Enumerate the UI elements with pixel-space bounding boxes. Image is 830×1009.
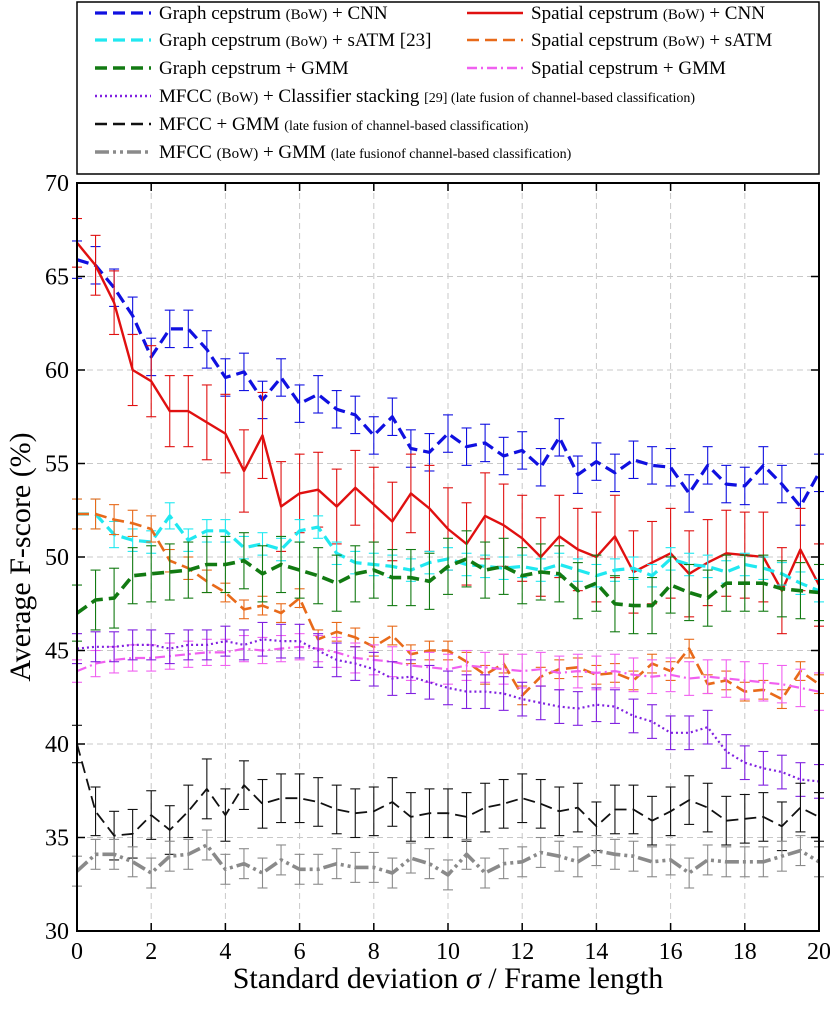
legend-item: Graph cepstrum (BoW) + CNN (95, 3, 388, 24)
legend-label: Graph cepstrum (BoW) + sATM [23] (159, 30, 431, 51)
x-tick-label: 20 (807, 939, 830, 965)
series-mfcc-gmm-late-fusion-of-channel-based-classification (72, 724, 824, 861)
series-line (76, 645, 820, 693)
legend-item: Spatial cepstrum (BoW) + sATM (467, 30, 772, 51)
x-tick-label: 2 (145, 939, 157, 965)
series-line (77, 512, 820, 701)
x-axis-title-suffix: / Frame length (481, 962, 663, 995)
series-mfcc-bow-gmm-late-fusionof-channel-based-classification (72, 829, 824, 891)
x-axis-title-prefix: Standard deviation (233, 962, 466, 995)
axis-ticks: 0 2 4 6 8 10 12 14 16 18 20 30 35 40 45 50 55 60 65 70 (45, 171, 830, 965)
y-tick-label: 60 (45, 358, 69, 384)
series-layer (72, 217, 824, 891)
x-axis-title: Standard deviation σ / Frame length (233, 962, 664, 995)
series-line (75, 557, 820, 615)
y-tick-label: 35 (45, 826, 69, 852)
series-line (76, 242, 821, 592)
x-tick-label: 4 (219, 939, 231, 965)
legend-item: MFCC (BoW) + GMM (late fusionof channel-… (95, 142, 572, 163)
y-tick-label: 40 (45, 732, 69, 758)
legend-label: Spatial cepstrum (BoW) + CNN (531, 3, 765, 24)
y-tick-label: 65 (45, 265, 69, 291)
legend-item: MFCC + GMM (late fusion of channel-based… (95, 114, 529, 135)
legend-item: Graph cepstrum (BoW) + sATM [23] (95, 30, 431, 51)
x-tick-label: 16 (659, 939, 683, 965)
y-tick-label: 50 (45, 545, 69, 571)
x-tick-label: 8 (368, 939, 380, 965)
y-tick-label: 70 (45, 171, 69, 197)
legend-item: Spatial cepstrum + GMM (467, 58, 726, 79)
legend-box (76, 1, 820, 175)
x-tick-label: 0 (71, 939, 83, 965)
legend-label: MFCC (BoW) + GMM (late fusionof channel-… (159, 142, 572, 163)
legend-item: MFCC (BoW) + Classifier stacking [29] (l… (95, 86, 695, 107)
series-line (76, 258, 821, 509)
y-tick-label: 30 (45, 919, 69, 945)
legend-label: Spatial cepstrum + GMM (531, 58, 726, 79)
series-graph-cepstrum-gmm (72, 530, 824, 642)
x-tick-label: 12 (510, 939, 534, 965)
y-tick-label: 55 (45, 452, 69, 478)
x-tick-label: 10 (436, 939, 460, 965)
legend-item: Graph cepstrum + GMM (95, 58, 349, 79)
legend-item: Spatial cepstrum (BoW) + CNN (467, 3, 765, 24)
y-tick-label: 45 (45, 639, 69, 665)
x-tick-label: 6 (294, 939, 306, 965)
x-tick-label: 14 (584, 939, 608, 965)
legend-label: MFCC (BoW) + Classifier stacking [29] (l… (159, 86, 695, 107)
legend-label: Graph cepstrum (BoW) + CNN (159, 3, 388, 24)
x-tick-label: 18 (733, 939, 757, 965)
x-axis-title-symbol: σ (466, 962, 482, 995)
series-line (76, 743, 820, 837)
legend-label: MFCC + GMM (late fusion of channel-based… (159, 114, 529, 135)
series-line (75, 843, 820, 877)
y-axis-title: Average F-score (%) (4, 432, 37, 681)
legend-label: Spatial cepstrum (BoW) + sATM (531, 30, 772, 51)
series-graph-cepstrum-bow-cnn (72, 240, 824, 526)
legend: Graph cepstrum (BoW) + CNN Spatial cepstr… (76, 1, 820, 175)
legend-label: Graph cepstrum + GMM (159, 58, 349, 79)
